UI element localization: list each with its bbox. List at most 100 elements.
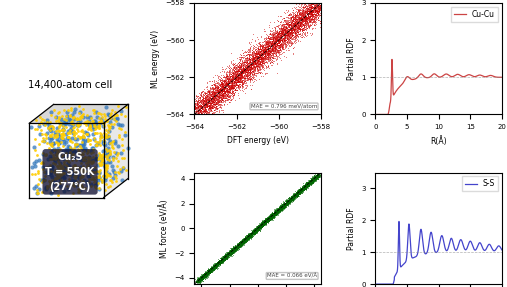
Point <box>289 197 297 201</box>
Point <box>201 103 209 107</box>
Point <box>294 191 302 196</box>
Point <box>305 18 313 22</box>
Point <box>195 278 203 282</box>
Point <box>266 40 274 45</box>
Point <box>249 230 257 235</box>
Point <box>269 211 277 215</box>
Point <box>302 22 310 27</box>
Point <box>220 255 228 259</box>
Point <box>278 45 286 49</box>
Point <box>255 223 263 228</box>
Point <box>270 212 278 217</box>
Point <box>234 244 242 249</box>
Point <box>263 55 271 59</box>
Point <box>275 31 283 36</box>
Point <box>291 25 299 30</box>
Point <box>245 67 253 71</box>
Point <box>307 179 315 183</box>
Point <box>218 93 226 97</box>
Point <box>235 244 243 248</box>
Point <box>211 264 220 269</box>
Point <box>257 44 265 49</box>
Point <box>259 48 267 52</box>
Point <box>313 174 321 179</box>
Point <box>256 223 264 227</box>
Point <box>225 249 233 254</box>
Point <box>280 204 288 208</box>
Point <box>288 30 296 35</box>
Point <box>300 186 308 191</box>
Point <box>299 186 307 191</box>
Point <box>300 12 308 17</box>
Point <box>35 187 43 191</box>
Point <box>63 160 71 165</box>
Point <box>287 197 296 201</box>
Point <box>223 73 231 78</box>
Point <box>199 274 207 278</box>
Point <box>278 203 286 208</box>
Point <box>233 247 241 251</box>
Point <box>205 95 213 100</box>
Point <box>284 198 293 203</box>
Point <box>275 205 283 210</box>
Point <box>236 241 244 246</box>
Point <box>243 235 251 240</box>
Point <box>222 90 230 95</box>
Point <box>246 67 255 72</box>
Point <box>275 206 283 211</box>
Point <box>244 63 252 68</box>
Point <box>257 55 265 60</box>
Point <box>242 236 250 241</box>
Point <box>224 76 232 80</box>
Point <box>240 237 248 241</box>
Point <box>220 255 228 260</box>
Point <box>97 119 105 123</box>
Point <box>301 184 309 188</box>
Point <box>209 267 217 272</box>
Point <box>276 208 284 212</box>
Point <box>261 219 269 224</box>
Point <box>278 206 286 211</box>
Point <box>266 214 274 219</box>
Point <box>243 235 251 240</box>
Point <box>214 94 222 99</box>
Point <box>304 182 312 187</box>
Point <box>78 115 86 119</box>
Point <box>255 62 263 66</box>
Point <box>208 265 216 269</box>
Point <box>217 88 225 93</box>
Point <box>195 278 203 282</box>
Point <box>220 256 228 260</box>
Point <box>222 82 230 87</box>
Point <box>249 230 258 234</box>
Point <box>235 73 243 77</box>
Point <box>192 279 200 284</box>
Point <box>271 211 279 216</box>
Point <box>244 235 252 239</box>
Point <box>207 92 215 97</box>
Point <box>292 23 300 28</box>
Point <box>302 17 310 22</box>
Point <box>221 112 229 117</box>
Point <box>291 14 299 19</box>
Point <box>113 119 121 123</box>
Point <box>308 181 316 185</box>
Point <box>206 271 214 276</box>
Point <box>292 193 300 197</box>
Point <box>300 11 308 15</box>
Point <box>83 164 91 169</box>
Point <box>268 39 276 44</box>
Point <box>260 56 268 60</box>
Point <box>68 140 76 145</box>
Point <box>244 234 252 239</box>
Point <box>242 237 250 242</box>
Point <box>264 64 272 68</box>
Point <box>248 232 256 236</box>
Point <box>200 112 208 117</box>
Point <box>249 231 257 236</box>
Point <box>295 187 303 192</box>
Point <box>218 258 226 263</box>
Point <box>307 4 315 9</box>
Point <box>273 38 281 43</box>
Point <box>279 200 287 205</box>
